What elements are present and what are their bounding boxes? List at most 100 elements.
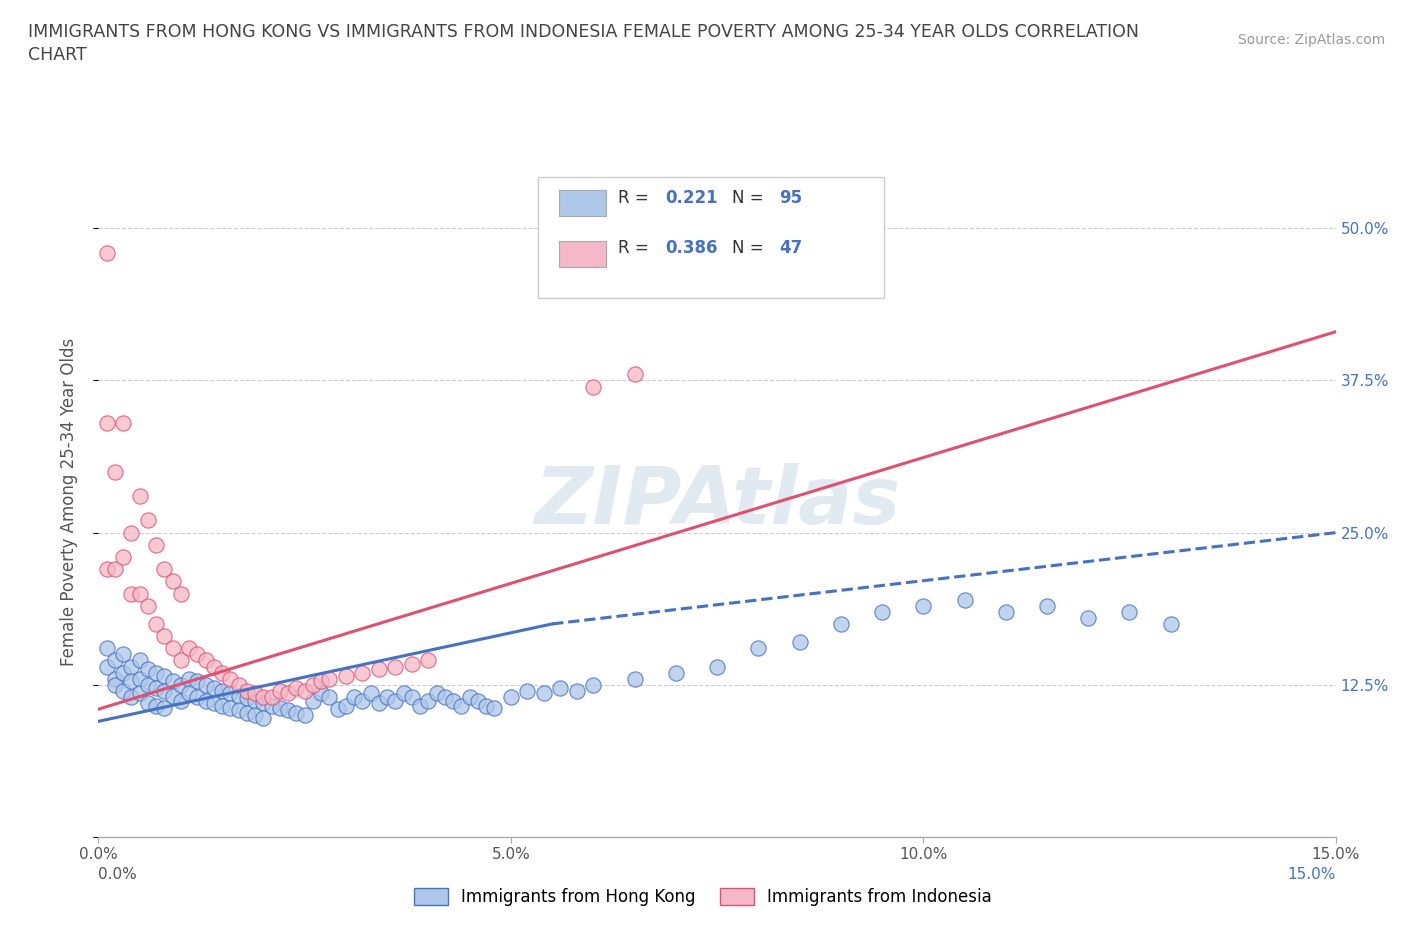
Point — [252, 711, 274, 725]
Point — [112, 684, 135, 698]
Text: N =: N = — [733, 189, 763, 206]
Point — [219, 700, 242, 715]
Text: R =: R = — [619, 239, 648, 258]
Text: 0.386: 0.386 — [665, 239, 717, 258]
Point — [243, 693, 266, 708]
Point — [1036, 598, 1059, 613]
Point — [236, 684, 259, 698]
Point — [145, 617, 167, 631]
Point — [623, 367, 645, 382]
Point — [153, 669, 176, 684]
Point — [120, 525, 142, 540]
Point — [186, 647, 208, 662]
Point — [260, 698, 283, 713]
Text: 95: 95 — [779, 189, 801, 206]
Point — [384, 693, 406, 708]
Point — [219, 686, 242, 701]
Point — [367, 661, 389, 676]
Point — [128, 586, 150, 601]
Point — [582, 379, 605, 394]
Point — [294, 708, 316, 723]
Point — [994, 604, 1017, 619]
Point — [352, 693, 374, 708]
Point — [367, 696, 389, 711]
Point — [318, 671, 340, 686]
Point — [309, 686, 332, 701]
Point — [136, 677, 159, 692]
Point — [441, 693, 464, 708]
Point — [120, 659, 142, 674]
Point — [228, 677, 250, 692]
Point — [384, 659, 406, 674]
Point — [550, 681, 572, 696]
Point — [128, 488, 150, 503]
Text: 15.0%: 15.0% — [1288, 867, 1336, 883]
Point — [582, 677, 605, 692]
Point — [153, 684, 176, 698]
Point — [104, 562, 127, 577]
Point — [623, 671, 645, 686]
Point — [170, 653, 193, 668]
Text: 0.221: 0.221 — [665, 189, 717, 206]
Point — [162, 688, 184, 703]
Point — [179, 686, 201, 701]
Point — [112, 647, 135, 662]
Point — [706, 659, 728, 674]
Point — [194, 653, 217, 668]
Text: CHART: CHART — [28, 46, 87, 64]
Text: 0.0%: 0.0% — [98, 867, 138, 883]
Point — [153, 700, 176, 715]
Point — [912, 598, 935, 613]
Point — [211, 698, 233, 713]
Point — [145, 538, 167, 552]
Point — [194, 693, 217, 708]
FancyBboxPatch shape — [558, 241, 606, 267]
FancyBboxPatch shape — [537, 178, 884, 298]
Point — [467, 693, 489, 708]
Legend: Immigrants from Hong Kong, Immigrants from Indonesia: Immigrants from Hong Kong, Immigrants fr… — [408, 881, 998, 912]
Y-axis label: Female Poverty Among 25-34 Year Olds: Female Poverty Among 25-34 Year Olds — [59, 339, 77, 666]
Text: N =: N = — [733, 239, 763, 258]
Point — [136, 661, 159, 676]
Point — [252, 696, 274, 711]
Point — [277, 686, 299, 701]
Text: ZIPAtlas: ZIPAtlas — [534, 463, 900, 541]
Point — [194, 677, 217, 692]
Point — [1118, 604, 1140, 619]
Point — [219, 671, 242, 686]
Point — [186, 673, 208, 688]
Text: Source: ZipAtlas.com: Source: ZipAtlas.com — [1237, 33, 1385, 46]
Point — [145, 665, 167, 680]
Point — [665, 665, 688, 680]
Point — [179, 641, 201, 656]
Point — [375, 689, 398, 704]
FancyBboxPatch shape — [558, 190, 606, 216]
Point — [294, 684, 316, 698]
Point — [202, 659, 225, 674]
Point — [145, 698, 167, 713]
Point — [243, 686, 266, 701]
Point — [162, 641, 184, 656]
Point — [433, 689, 456, 704]
Point — [186, 689, 208, 704]
Point — [120, 673, 142, 688]
Point — [96, 641, 118, 656]
Point — [533, 686, 555, 701]
Point — [136, 696, 159, 711]
Point — [1160, 617, 1182, 631]
Point — [302, 693, 325, 708]
Point — [499, 689, 522, 704]
Point — [236, 691, 259, 706]
Point — [128, 653, 150, 668]
Point — [104, 653, 127, 668]
Point — [170, 586, 193, 601]
Point — [104, 671, 127, 686]
Point — [484, 700, 506, 715]
Point — [426, 686, 449, 701]
Point — [401, 689, 423, 704]
Point — [112, 550, 135, 565]
Point — [360, 686, 382, 701]
Point — [104, 677, 127, 692]
Point — [96, 246, 118, 260]
Point — [211, 684, 233, 698]
